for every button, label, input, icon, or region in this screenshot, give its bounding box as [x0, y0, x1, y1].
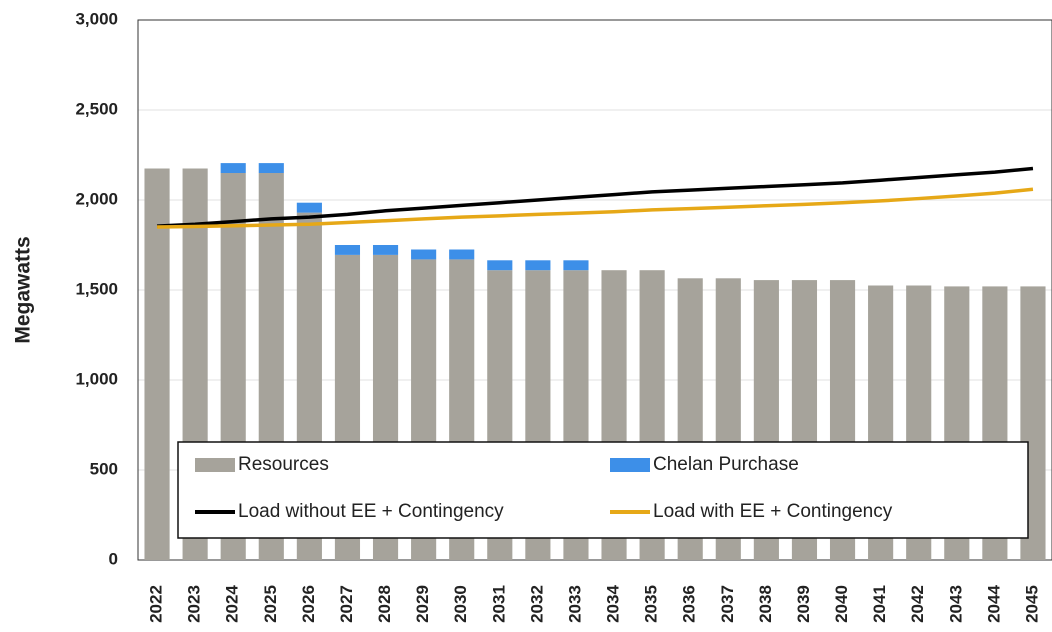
bar-segment	[144, 168, 170, 560]
x-tick-label: 2040	[832, 585, 851, 623]
x-tick-label: 2043	[946, 585, 965, 623]
bar-segment	[296, 202, 322, 213]
x-tick-label: 2030	[451, 585, 470, 623]
bar-segment	[525, 260, 551, 271]
x-tick-label: 2044	[984, 585, 1003, 623]
bar-segment	[487, 260, 513, 271]
bar-segment	[372, 245, 399, 255]
x-tick-label: 2042	[908, 585, 927, 623]
y-tick-label: 0	[109, 549, 118, 568]
bar-segment	[411, 249, 437, 260]
x-tick-label: 2029	[413, 585, 432, 623]
y-tick-label: 1,000	[75, 369, 118, 388]
x-tick-label: 2039	[794, 585, 813, 623]
x-tick-label: 2041	[870, 585, 889, 623]
y-tick-label: 2,500	[75, 99, 118, 118]
bar-segment	[563, 260, 589, 271]
legend-swatch	[195, 458, 235, 472]
x-tick-label: 2034	[604, 585, 623, 623]
x-tick-label: 2025	[261, 585, 280, 623]
x-tick-label: 2027	[337, 585, 356, 623]
x-tick-label: 2036	[680, 585, 699, 623]
legend-label: Load with EE + Contingency	[653, 501, 893, 522]
legend-label: Load without EE + Contingency	[238, 501, 504, 522]
bar-segment	[220, 163, 246, 173]
x-tick-label: 2028	[375, 585, 394, 623]
x-tick-label: 2033	[565, 585, 584, 623]
legend-box	[177, 441, 1029, 539]
x-tick-label: 2035	[642, 585, 661, 623]
x-tick-label: 2022	[147, 585, 166, 623]
plot-frame	[137, 19, 1052, 561]
line-series	[156, 166, 1034, 228]
y-axis-label: Megawatts	[12, 236, 35, 343]
y-tick-label: 1,500	[75, 279, 118, 298]
x-tick-label: 2031	[489, 585, 508, 623]
y-tick-label: 500	[90, 459, 118, 478]
x-tick-label: 2045	[1022, 585, 1041, 623]
bar-segment	[334, 245, 361, 255]
x-tick-label: 2023	[185, 585, 204, 623]
x-tick-label: 2026	[299, 585, 318, 623]
bar-segment	[258, 163, 284, 173]
y-tick-label: 2,000	[75, 189, 118, 208]
bar-segment	[449, 249, 475, 260]
x-tick-label: 2032	[527, 585, 546, 623]
line-series	[157, 187, 1034, 229]
x-tick-label: 2024	[223, 585, 242, 623]
legend-label: Resources	[238, 454, 329, 475]
x-tick-label: 2037	[718, 585, 737, 623]
x-tick-label: 2038	[756, 585, 775, 623]
legend-swatch	[610, 458, 650, 472]
legend-label: Chelan Purchase	[653, 454, 799, 475]
y-tick-label: 3,000	[75, 9, 118, 28]
